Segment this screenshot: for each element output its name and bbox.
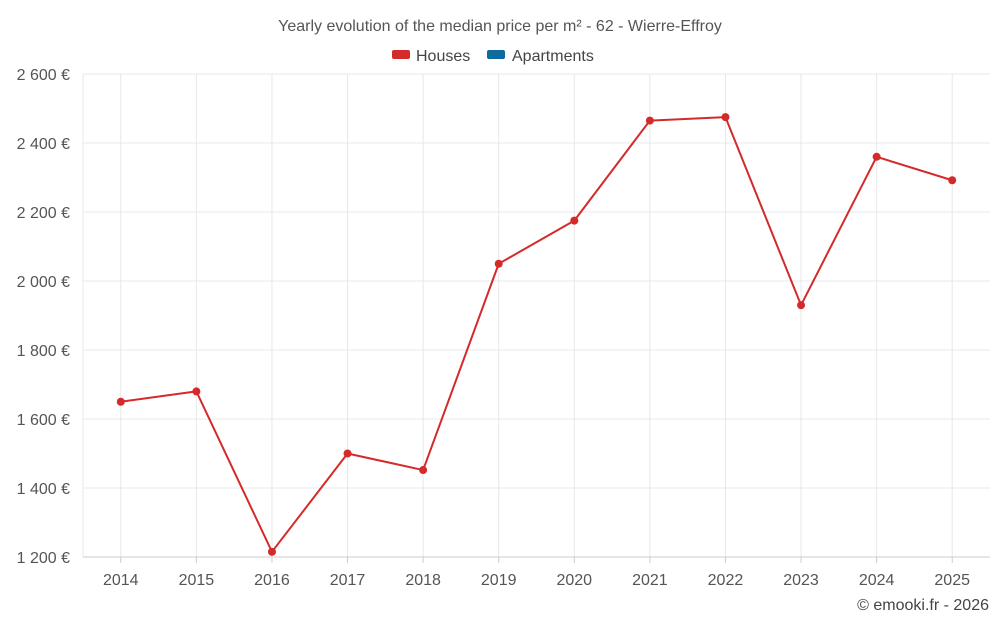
data-point-houses-2021[interactable] — [645, 116, 654, 125]
x-tick-label: 2023 — [783, 572, 819, 589]
data-point-houses-2015[interactable] — [192, 387, 201, 396]
y-tick-label: 2 000 € — [17, 274, 70, 291]
credit-text: © emooki.fr - 2026 — [857, 597, 989, 614]
x-tick-label: 2020 — [556, 572, 592, 589]
x-tick-label: 2021 — [632, 572, 668, 589]
legend-label-apartments: Apartments — [512, 48, 594, 65]
x-tick-label: 2025 — [934, 572, 970, 589]
x-tick-label: 2019 — [481, 572, 517, 589]
x-tick-label: 2015 — [179, 572, 215, 589]
legend-swatch-houses — [392, 50, 410, 59]
data-point-houses-2017[interactable] — [343, 449, 352, 458]
chart-title: Yearly evolution of the median price per… — [278, 18, 722, 35]
y-tick-label: 1 800 € — [17, 343, 70, 360]
data-point-houses-2018[interactable] — [419, 466, 428, 475]
data-point-houses-2022[interactable] — [721, 113, 730, 122]
axes: 1 200 € 1 400 € 1 600 € 1 800 € 2 000 € 2 200… — [17, 67, 990, 589]
y-tick-label: 2 600 € — [17, 67, 70, 84]
y-tick-label: 1 600 € — [17, 412, 70, 429]
data-point-houses-2023[interactable] — [797, 301, 806, 310]
data-point-houses-2024[interactable] — [872, 152, 881, 161]
legend-item-apartments[interactable]: Apartments — [487, 48, 594, 65]
data-point-houses-2016[interactable] — [267, 547, 276, 556]
legend-swatch-apartments — [487, 50, 505, 59]
data-point-houses-2014[interactable] — [116, 397, 125, 406]
y-tick-label: 2 200 € — [17, 205, 70, 222]
legend-label-houses: Houses — [416, 48, 470, 65]
y-tick-label: 1 400 € — [17, 481, 70, 498]
x-tick-label: 2014 — [103, 572, 139, 589]
x-tick-label: 2016 — [254, 572, 290, 589]
x-tick-label: 2018 — [405, 572, 441, 589]
y-tick-label: 1 200 € — [17, 550, 70, 567]
y-tick-label: 2 400 € — [17, 136, 70, 153]
x-tick-label: 2024 — [859, 572, 895, 589]
x-tick-label: 2017 — [330, 572, 366, 589]
data-point-houses-2019[interactable] — [494, 259, 503, 268]
grid — [83, 73, 990, 557]
series-line-houses — [120, 116, 953, 553]
legend: Houses Apartments — [392, 48, 594, 65]
x-tick-label: 2022 — [708, 572, 744, 589]
data-point-houses-2025[interactable] — [948, 176, 957, 185]
legend-item-houses[interactable]: Houses — [392, 48, 470, 65]
data-point-houses-2020[interactable] — [570, 216, 579, 225]
series-layer — [116, 113, 957, 556]
